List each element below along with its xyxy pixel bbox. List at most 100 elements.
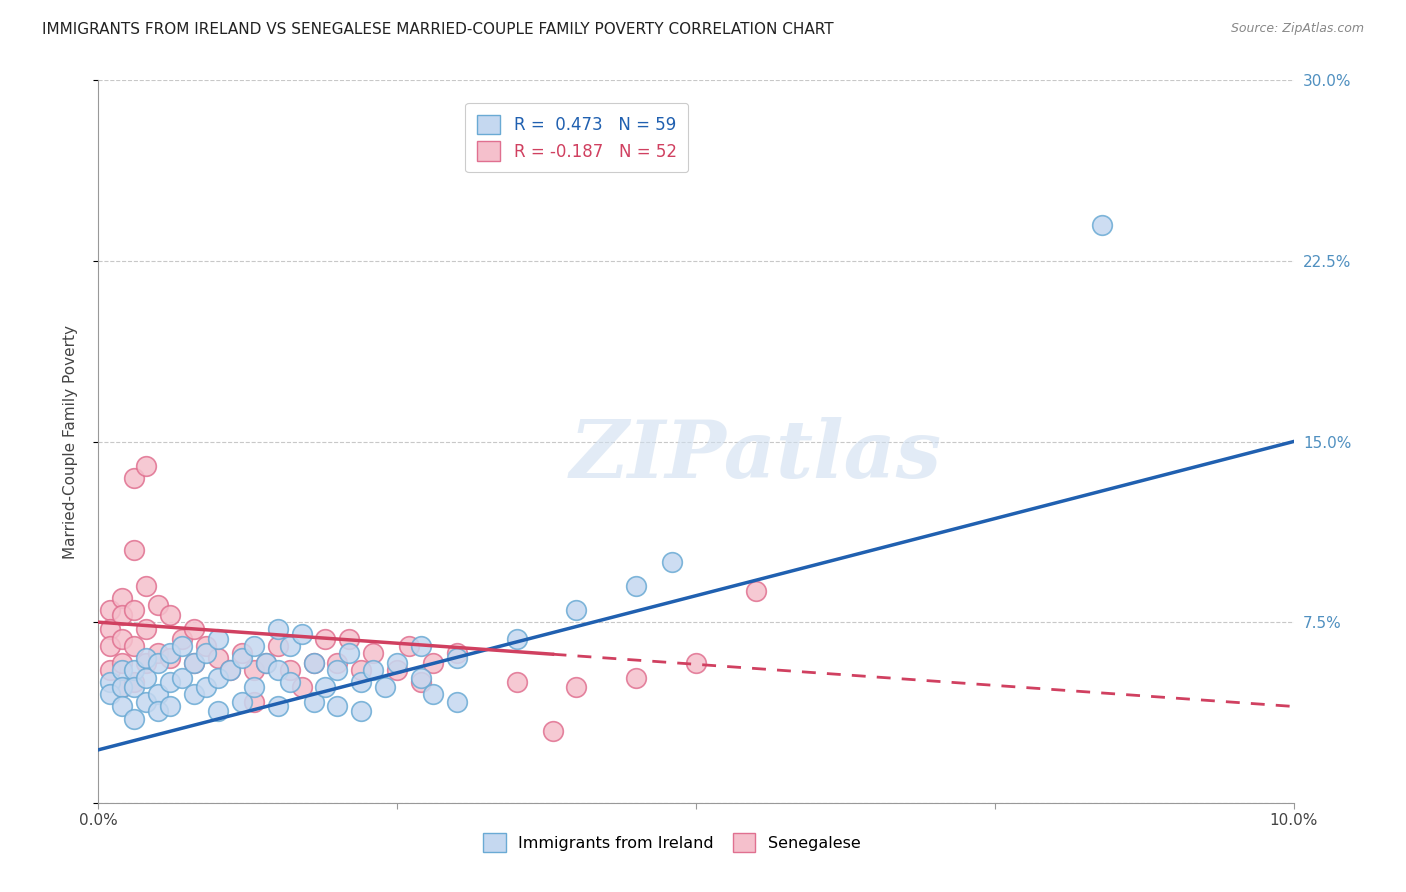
Point (159, 675, 181, 690)
Point (159, 607, 181, 622)
Point (207, 651, 229, 665)
Point (231, 651, 253, 665)
Point (195, 647, 218, 661)
Legend: Immigrants from Ireland, Senegalese: Immigrants from Ireland, Senegalese (475, 825, 869, 860)
Point (278, 639, 301, 653)
Point (267, 623, 290, 637)
Point (326, 656, 349, 670)
Point (541, 723, 564, 738)
Point (291, 627, 314, 641)
Point (111, 591, 134, 605)
Point (98, 603, 122, 617)
Point (195, 680, 218, 694)
Point (98, 675, 122, 690)
Point (124, 680, 146, 694)
Point (183, 656, 205, 670)
Point (326, 664, 349, 678)
Point (243, 695, 266, 709)
Point (243, 639, 266, 653)
Point (124, 664, 146, 678)
Point (315, 632, 337, 646)
Text: Source: ZipAtlas.com: Source: ZipAtlas.com (1230, 22, 1364, 36)
Point (98, 664, 122, 678)
Point (135, 579, 157, 593)
Point (148, 704, 170, 718)
Point (302, 695, 325, 709)
Point (278, 664, 301, 678)
Point (350, 675, 373, 690)
Point (135, 623, 157, 637)
Point (745, 583, 768, 598)
Point (148, 656, 170, 670)
Point (446, 651, 468, 665)
Point (135, 651, 157, 665)
Point (111, 664, 134, 678)
Point (565, 603, 588, 617)
Point (124, 675, 146, 690)
Point (219, 664, 242, 678)
Point (302, 656, 325, 670)
Point (135, 695, 157, 709)
Point (446, 695, 468, 709)
Point (124, 542, 146, 557)
Point (411, 639, 433, 653)
Point (148, 687, 170, 701)
Point (183, 687, 205, 701)
Point (207, 632, 229, 646)
Point (291, 680, 314, 694)
Point (685, 656, 707, 670)
Point (159, 651, 181, 665)
Point (363, 647, 385, 661)
Point (111, 607, 134, 622)
Point (506, 632, 529, 646)
Point (135, 671, 157, 685)
Point (172, 671, 194, 685)
Point (98, 623, 122, 637)
Point (135, 656, 157, 670)
Point (231, 647, 253, 661)
Point (626, 671, 648, 685)
Point (278, 675, 301, 690)
Point (446, 647, 468, 661)
Text: ZIPatlas: ZIPatlas (569, 417, 942, 495)
Point (148, 647, 170, 661)
Point (350, 704, 373, 718)
Point (267, 664, 290, 678)
Point (183, 656, 205, 670)
Point (254, 656, 277, 670)
Point (159, 699, 181, 714)
Point (195, 639, 218, 653)
Point (159, 647, 181, 661)
Point (385, 664, 409, 678)
Point (374, 680, 396, 694)
Point (626, 579, 648, 593)
Point (326, 699, 349, 714)
Point (385, 656, 409, 670)
Point (219, 664, 242, 678)
Point (506, 675, 529, 690)
Point (411, 671, 433, 685)
Point (565, 680, 588, 694)
Point (124, 470, 146, 484)
Point (422, 656, 444, 670)
Point (172, 639, 194, 653)
Point (661, 555, 683, 569)
Point (363, 664, 385, 678)
Point (411, 675, 433, 690)
Y-axis label: Married-Couple Family Poverty: Married-Couple Family Poverty (63, 325, 77, 558)
Point (339, 632, 361, 646)
Point (98, 687, 122, 701)
Point (339, 647, 361, 661)
Point (422, 687, 444, 701)
Point (267, 639, 290, 653)
Point (111, 699, 134, 714)
Point (111, 680, 134, 694)
Point (243, 664, 266, 678)
Point (302, 656, 325, 670)
Point (111, 632, 134, 646)
Point (350, 664, 373, 678)
Point (135, 458, 157, 473)
Point (254, 656, 277, 670)
Point (243, 680, 266, 694)
Point (267, 699, 290, 714)
